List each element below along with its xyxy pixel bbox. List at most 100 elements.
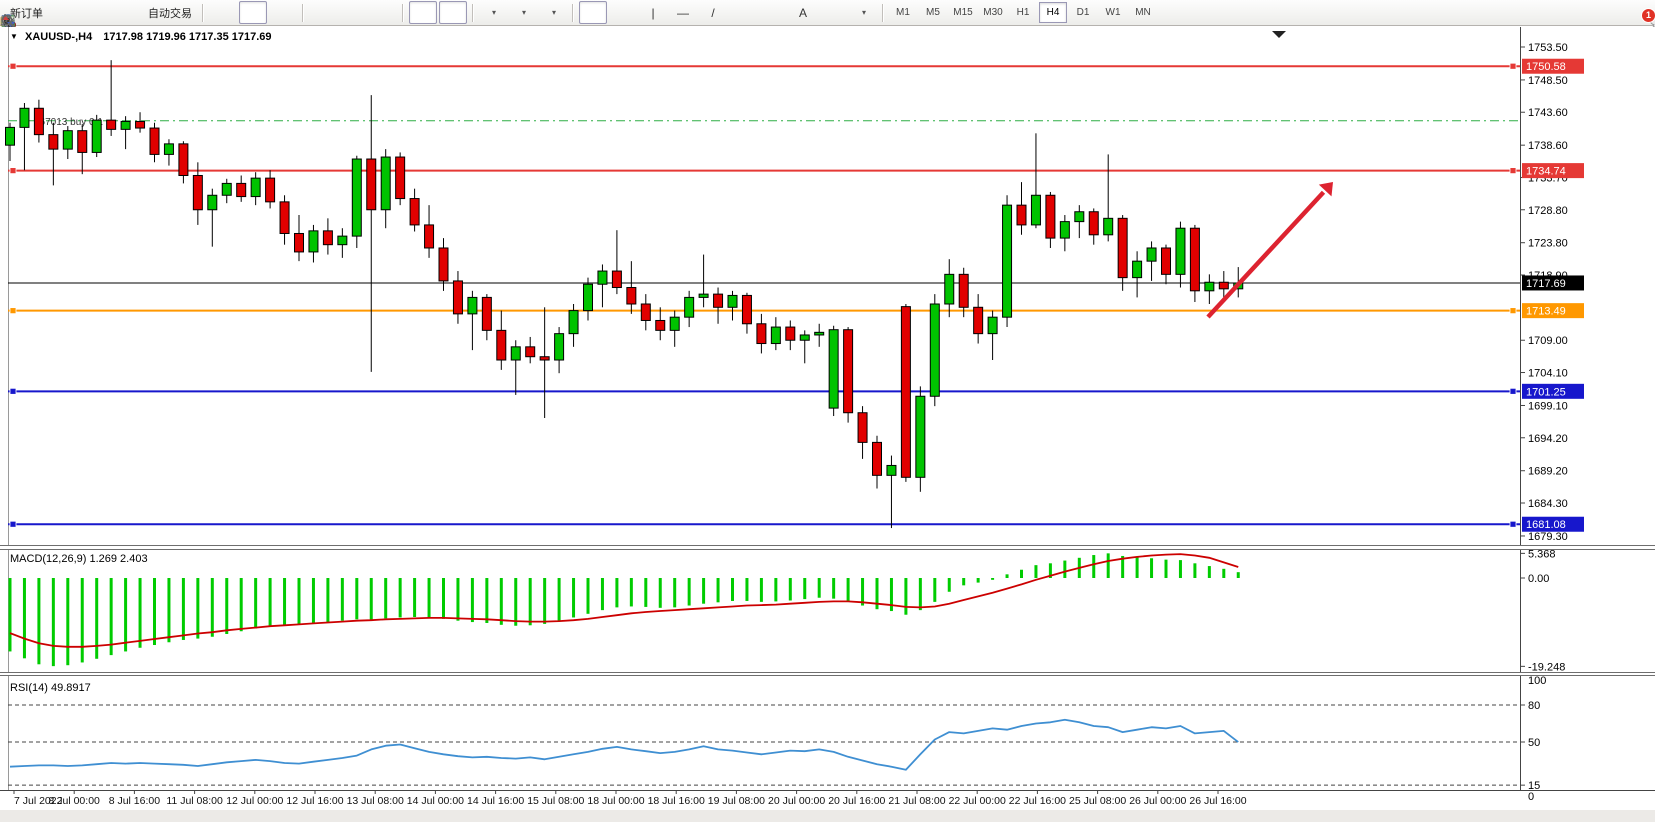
bull-candle — [351, 158, 362, 237]
bull-candle — [583, 283, 593, 312]
macd-histogram-bar — [991, 578, 995, 580]
line-chart-button[interactable] — [1, 1, 297, 25]
timeframe-m1-button[interactable]: M1 — [896, 7, 910, 18]
autotrade-button-label: 自动交易 — [148, 7, 192, 20]
chart-shift-button[interactable] — [3, 1, 467, 26]
panel-separator[interactable] — [0, 545, 1655, 550]
timeframe-w1-button[interactable]: W1 — [1105, 7, 1121, 18]
time-axis-label: 22 Jul 16:00 — [1009, 795, 1066, 807]
macd-axis-tick: -19.248 — [1528, 661, 1565, 672]
vertical-line-button[interactable]: | — [639, 1, 667, 24]
bear-candle — [236, 182, 247, 198]
time-axis-label: 12 Jul 00:00 — [226, 795, 283, 807]
horizontal-line-button-glyph: — — [677, 5, 689, 20]
macd-histogram-bar — [355, 578, 359, 620]
bear-candle — [33, 107, 44, 136]
panel-separator[interactable] — [0, 672, 1655, 676]
trend-arrow-annotation[interactable] — [1206, 182, 1333, 319]
signals-icon[interactable] — [1, 1, 138, 25]
macd-histogram-bar — [803, 578, 807, 600]
autotrade-button[interactable]: 自动交易 — [0, 1, 197, 29]
gold-bar-icon[interactable] — [1, 1, 78, 27]
rsi-label: RSI(14) 49.8917 — [10, 682, 91, 694]
crosshair-button[interactable] — [2, 1, 637, 27]
macd-histogram-bar — [600, 578, 604, 611]
bear-candle — [1161, 247, 1171, 275]
auto-scroll-button[interactable] — [4, 1, 437, 26]
channel-button[interactable]: E — [1, 1, 757, 29]
macd-histogram-bar — [904, 578, 908, 615]
templates-button[interactable]: ▾ — [1, 1, 567, 26]
bear-candle — [265, 177, 276, 203]
horizontal-line-button[interactable]: — — [669, 1, 697, 24]
price-axis-tick: 1743.60 — [1528, 107, 1568, 119]
timeframe-m15-button[interactable]: M15 — [953, 7, 973, 18]
market-watch-icon[interactable] — [1, 1, 108, 27]
bull-candle — [5, 126, 15, 146]
bull-candle — [684, 296, 695, 318]
bull-candle — [62, 130, 73, 150]
price-tag: 1734.74 — [1526, 166, 1566, 178]
macd-histogram-bar — [1135, 557, 1139, 578]
bear-candle — [525, 346, 536, 358]
zoom-out-button[interactable] — [1, 1, 367, 28]
text-label-button[interactable]: T — [1, 1, 847, 26]
periods-button[interactable]: ▾ — [1, 1, 537, 28]
timeframe-h4-button[interactable]: H4 — [1039, 2, 1067, 23]
price-axis-tick: 1709.00 — [1528, 335, 1568, 347]
zoom-in-button[interactable] — [1, 1, 337, 28]
timeframe-m5-button[interactable]: M5 — [926, 7, 940, 18]
bull-candle — [814, 331, 825, 336]
price-axis-tick: 1738.60 — [1528, 140, 1568, 152]
macd-histogram-bar — [1164, 559, 1168, 578]
bear-candle — [294, 232, 304, 253]
toolbar-group-zoom — [1, 1, 398, 28]
text-button[interactable]: A — [789, 1, 817, 24]
new-order-button[interactable]: 新订单 — [5, 1, 48, 24]
price-axis-tick: 1699.10 — [1528, 400, 1568, 412]
bar-chart-button[interactable] — [2, 1, 237, 27]
time-axis-label: 20 Jul 00:00 — [768, 795, 825, 807]
macd-histogram-bar — [702, 578, 706, 604]
macd-histogram-bar — [210, 578, 214, 637]
dropdown-caret-icon[interactable]: ▾ — [551, 8, 556, 17]
bear-candle — [149, 127, 160, 155]
dropdown-caret-icon[interactable]: ▾ — [491, 8, 496, 17]
cursor-button[interactable] — [4, 1, 607, 28]
bear-candle — [900, 306, 911, 478]
dropdown-caret-icon[interactable]: ▾ — [861, 8, 866, 17]
bear-candle — [395, 156, 406, 200]
timeframe-d1-button[interactable]: D1 — [1076, 7, 1090, 18]
toolbar-separator — [302, 3, 304, 22]
candlestick-chart-button[interactable] — [2, 1, 267, 28]
bear-candle — [785, 326, 796, 341]
dropdown-caret-icon[interactable]: ▾ — [521, 8, 526, 17]
bear-candle — [409, 198, 420, 226]
toolbar-group-chart-type — [1, 1, 298, 28]
vertical-line-button-glyph: | — [651, 5, 655, 20]
macd-histogram-bar — [37, 578, 41, 665]
tile-windows-button[interactable] — [2, 1, 397, 27]
timeframe-h1-button[interactable]: H1 — [1016, 7, 1030, 18]
macd-histogram-bar — [239, 578, 243, 632]
collapse-arrow-icon[interactable]: ▼ — [10, 32, 18, 41]
arrows-button[interactable]: ▾ — [1, 1, 877, 27]
bear-candle — [640, 303, 651, 321]
chart-window[interactable]: ▼ XAUUSD-,H4 1717.98 1719.96 1717.35 171… — [0, 27, 1655, 822]
bull-candle — [1146, 247, 1157, 262]
timeframe-m30-button[interactable]: M30 — [983, 7, 1003, 18]
trendline-button[interactable]: / — [699, 1, 727, 24]
macd-histogram-bar — [427, 578, 431, 618]
bear-candle — [958, 273, 969, 308]
time-axis-label: 21 Jul 08:00 — [888, 795, 945, 807]
timeframe-mn-button[interactable]: MN — [1135, 7, 1151, 18]
macd-histogram-bar — [1236, 572, 1240, 578]
indicators-button[interactable]: ▾ — [0, 1, 507, 27]
price-chart-panel[interactable]: 1753.501748.501743.601738.601733.701728.… — [0, 27, 1655, 545]
macd-panel[interactable]: 5.368 0.00 -19.248 — [0, 550, 1655, 672]
toolbar-separator — [472, 3, 474, 22]
macd-histogram-bar — [95, 578, 99, 659]
time-axis-label: 13 Jul 08:00 — [347, 795, 404, 807]
fibonacci-button[interactable]: F — [2, 1, 787, 29]
